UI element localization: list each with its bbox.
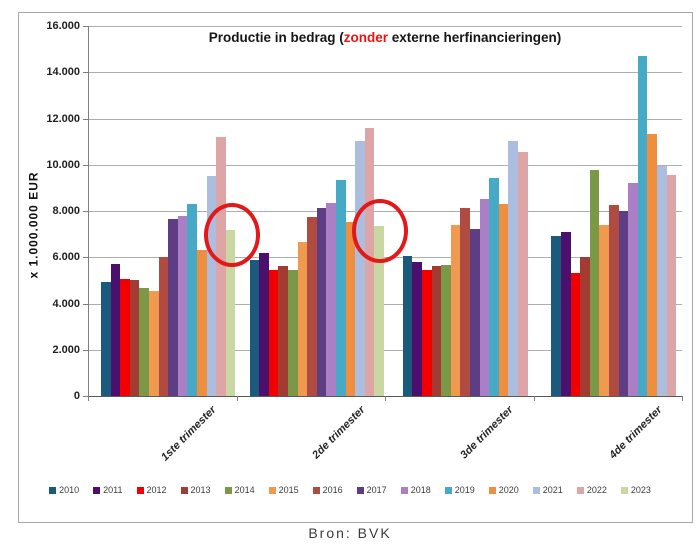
legend-marker-2023 [620,487,628,494]
legend-item-2015: 2015 [268,485,299,495]
legend-label: 2013 [190,485,211,495]
legend-marker-2016 [312,487,320,494]
chart-frame [18,12,693,523]
chart-title-prefix: Productie in bedrag ( [208,30,344,45]
legend-label: 2018 [410,485,431,495]
legend-item-2019: 2019 [444,485,475,495]
legend-item-2013: 2013 [180,485,211,495]
legend-marker-2013 [180,487,188,494]
legend-label: 2015 [278,485,299,495]
legend-item-2017: 2017 [356,485,387,495]
legend-marker-2021 [532,487,540,494]
legend-item-2023: 2023 [620,485,651,495]
legend-label: 2022 [586,485,607,495]
legend-marker-2017 [356,487,364,494]
legend-label: 2019 [454,485,475,495]
legend-label: 2021 [542,485,563,495]
source-caption: Bron: BVK [308,525,392,541]
legend-item-2016: 2016 [312,485,343,495]
legend-marker-2011 [93,487,101,494]
chart-title: Productie in bedrag (zonder externe herf… [88,30,682,45]
legend-item-2022: 2022 [576,485,607,495]
legend-label: 2017 [366,485,387,495]
legend-marker-2012 [136,487,144,494]
legend-marker-2015 [268,487,276,494]
chart-title-suffix: externe herfinancieringen) [387,30,562,45]
legend: 2010 2011 2012 2013 2014 2015 2016 2017 2018 2019… [30,486,670,495]
legend-label: 2014 [234,485,255,495]
legend-item-2018: 2018 [400,485,431,495]
legend-label: 2023 [630,485,651,495]
legend-item-2010: 2010 [49,486,79,495]
legend-label: 2011 [103,485,123,495]
chart-title-highlight-word: zonder [343,30,388,45]
legend-item-2014: 2014 [224,485,255,495]
legend-marker-2010 [49,487,57,494]
legend-marker-2020 [488,487,496,494]
legend-item-2011: 2011 [93,485,123,495]
legend-marker-2019 [444,487,452,494]
legend-item-2020: 2020 [488,485,519,495]
legend-label: 2012 [146,485,167,495]
y-axis-title: x 1.000.000 EUR [26,171,41,279]
legend-label: 2016 [322,485,343,495]
legend-marker-2014 [224,487,232,494]
legend-item-2012: 2012 [136,485,167,495]
legend-label: 2010 [59,485,80,495]
legend-item-2021: 2021 [532,485,563,495]
legend-marker-2018 [400,487,408,494]
legend-label: 2020 [498,485,519,495]
legend-marker-2022 [576,487,584,494]
